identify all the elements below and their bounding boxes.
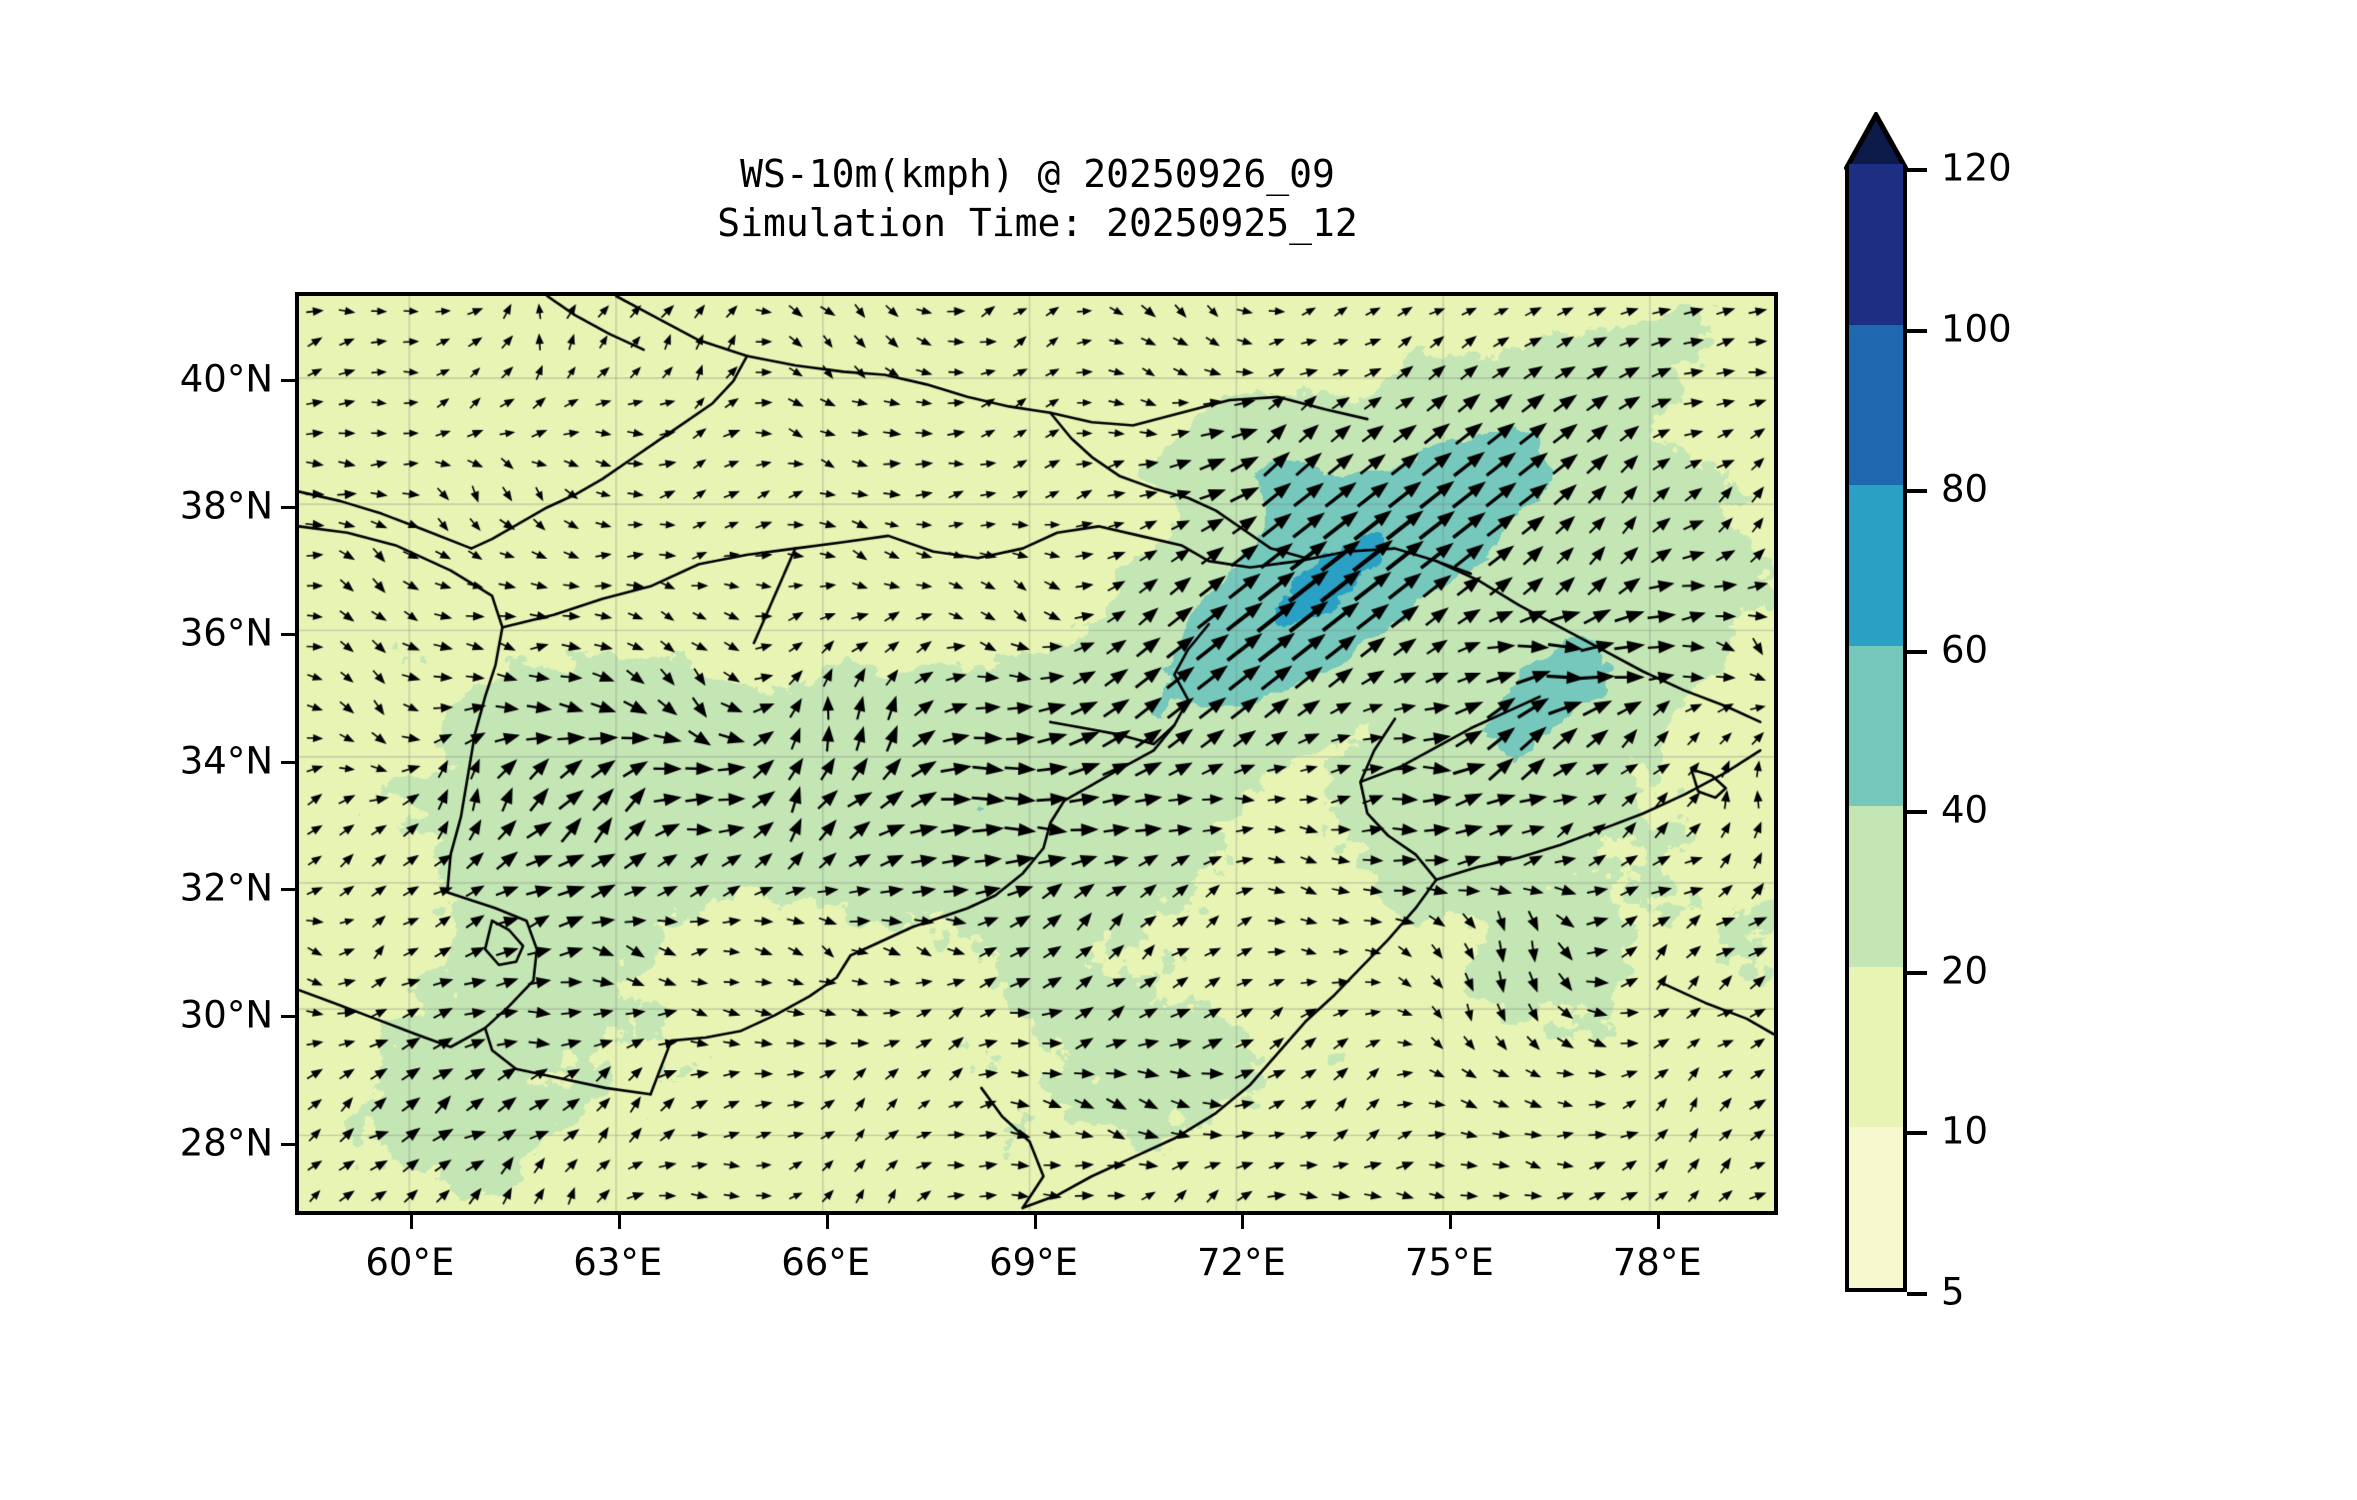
colorbar-tick — [1907, 1131, 1927, 1136]
colorbar-tick-label: 5 — [1941, 1270, 1965, 1314]
longitude-tick — [1449, 1211, 1453, 1229]
longitude-tick — [825, 1211, 829, 1229]
colorbar-band — [1849, 1127, 1903, 1288]
colorbar-tick — [1907, 810, 1927, 815]
latitude-tick — [281, 760, 299, 764]
colorbar: 5 10 20 40 60 80 100 120 — [1844, 112, 2012, 1314]
colorbar-tick-label: 10 — [1941, 1109, 1989, 1153]
colorbar-band — [1849, 966, 1903, 1128]
longitude-tick-label: 60°E — [365, 1241, 455, 1284]
colorbar-tick — [1907, 489, 1927, 494]
latitude-tick-label: 28°N — [179, 1121, 273, 1165]
colorbar-tick-label: 100 — [1941, 307, 2012, 351]
colorbar-bands — [1845, 164, 1907, 1292]
latitude-tick-label: 40°N — [179, 357, 273, 401]
longitude-tick — [1033, 1211, 1037, 1229]
colorbar-band — [1849, 164, 1903, 325]
longitude-tick — [1241, 1211, 1245, 1229]
colorbar-tick-label: 80 — [1941, 467, 1989, 511]
colorbar-tick-label: 40 — [1941, 788, 1989, 832]
map-plot-area: 28°N 30°N 32°N 34°N 36°N 38°N 40°N 60°E 63°E 66°… — [180, 292, 1778, 1284]
latitude-tick — [281, 633, 299, 637]
latitude-tick — [281, 1015, 299, 1019]
colorbar-band — [1849, 806, 1903, 967]
longitude-tick-label: 72°E — [1196, 1241, 1286, 1284]
colorbar-tick — [1907, 328, 1927, 333]
colorbar-tick — [1907, 1292, 1927, 1296]
longitude-tick-label: 78°E — [1612, 1241, 1702, 1284]
longitude-tick-label: 63°E — [573, 1241, 663, 1284]
colorbar-tick-label: 120 — [1941, 146, 2012, 190]
colorbar-tick-label: 20 — [1941, 949, 1989, 993]
longitude-tick — [1657, 1211, 1661, 1229]
latitude-tick-label: 32°N — [179, 866, 273, 910]
colorbar-tick-label: 60 — [1941, 628, 1989, 672]
longitude-tick — [409, 1211, 413, 1229]
latitude-tick-label: 30°N — [179, 993, 273, 1037]
latitude-tick — [281, 378, 299, 382]
latitude-tick-label: 34°N — [179, 739, 273, 783]
colorbar-band — [1849, 324, 1903, 486]
wind-speed-contour-and-quiver-canvas — [299, 296, 1774, 1211]
latitude-tick-label: 38°N — [179, 484, 273, 528]
colorbar-band — [1849, 645, 1903, 807]
colorbar-tick — [1907, 649, 1927, 654]
latitude-tick — [281, 1142, 299, 1146]
longitude-tick — [617, 1211, 621, 1229]
longitude-tick-label: 69°E — [989, 1241, 1079, 1284]
longitude-tick-label: 75°E — [1404, 1241, 1494, 1284]
colorbar-extend-arrow-icon — [1844, 112, 1908, 170]
latitude-tick-label: 36°N — [179, 611, 273, 655]
longitude-tick-label: 66°E — [781, 1241, 871, 1284]
colorbar-tick — [1907, 168, 1927, 172]
colorbar-band — [1849, 485, 1903, 646]
page-title: WS-10m(kmph) @ 20250926_09 Simulation Ti… — [295, 150, 1780, 247]
colorbar-tick — [1907, 970, 1927, 975]
title-line-2: Simulation Time: 20250925_12 — [717, 200, 1358, 245]
latitude-tick — [281, 887, 299, 891]
title-line-1: WS-10m(kmph) @ 20250926_09 — [740, 152, 1335, 196]
latitude-tick — [281, 506, 299, 510]
